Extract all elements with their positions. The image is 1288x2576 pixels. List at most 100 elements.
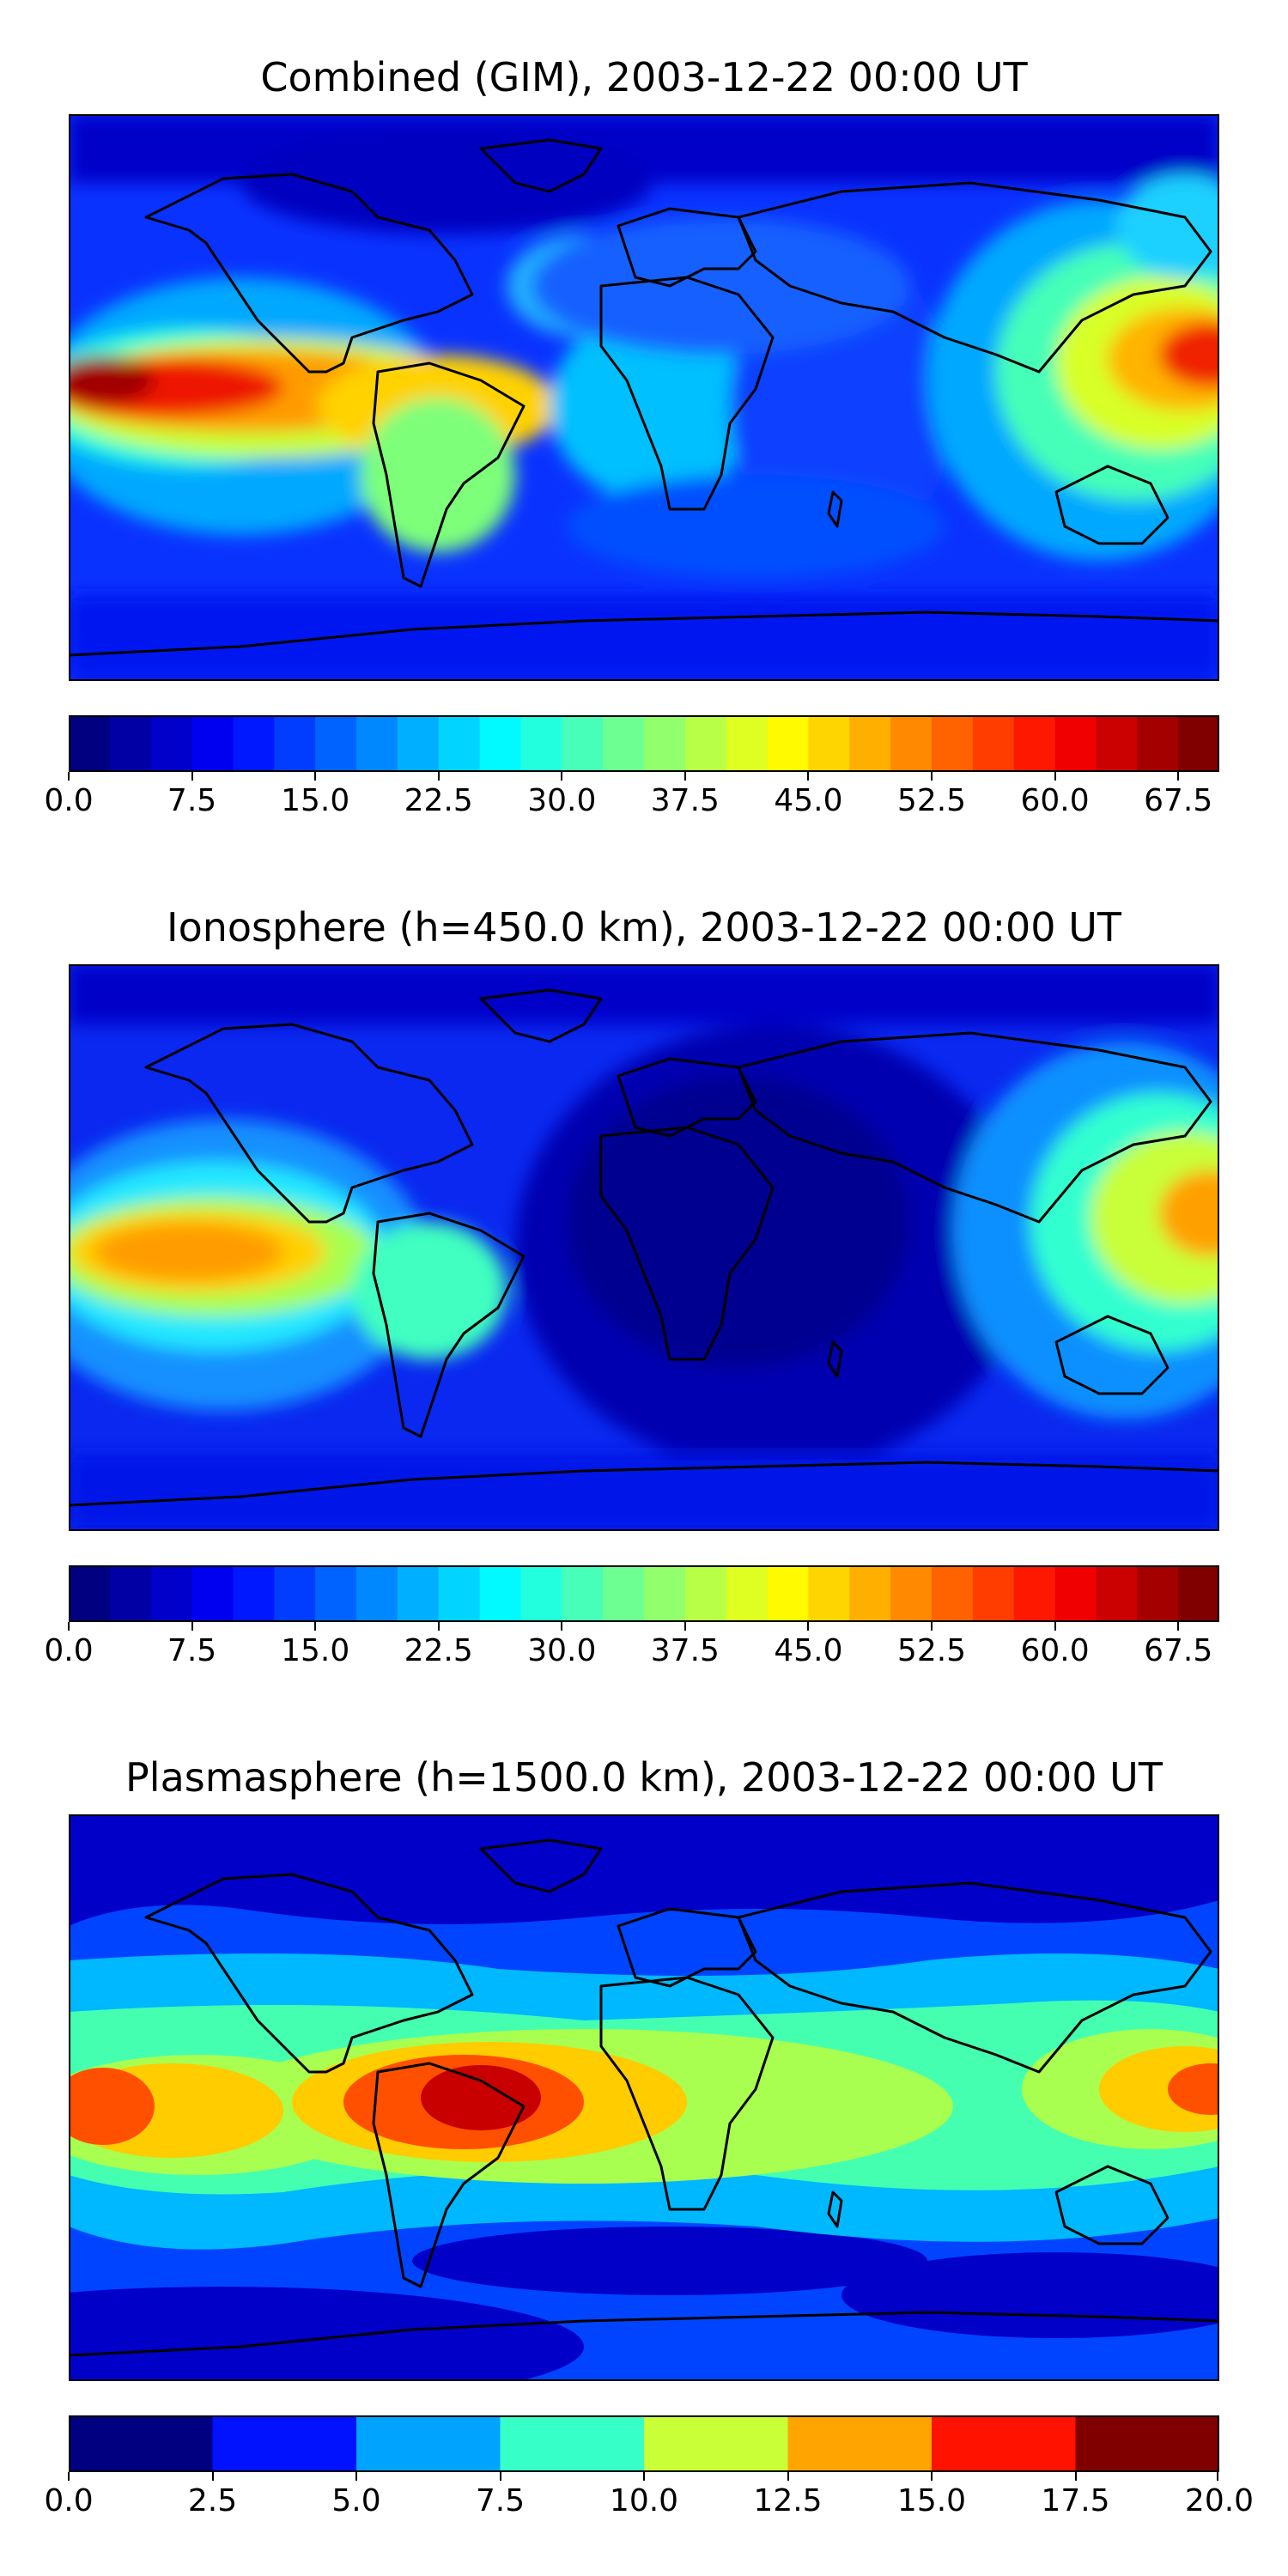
colorbar-swatch: [500, 2415, 645, 2472]
colorbar-swatch: [150, 1565, 193, 1622]
colorbar-tick-label: 15.0: [896, 2483, 967, 2518]
colorbar-swatch: [397, 715, 440, 772]
colorbar-swatch: [890, 715, 933, 772]
colorbar-tick-mark: [191, 1622, 193, 1631]
colorbar-swatch: [849, 1565, 891, 1622]
colorbar-swatch: [191, 1565, 234, 1622]
colorbar-swatch: [890, 1565, 933, 1622]
colorbar-tick-mark: [355, 2472, 357, 2481]
colorbar-tick-label: 45.0: [774, 783, 843, 818]
colorbar-tick-label: 45.0: [774, 1633, 843, 1668]
colorbar-swatch: [767, 1565, 810, 1622]
colorbar-swatch: [684, 715, 727, 772]
colorbar-tick-mark: [931, 1622, 933, 1631]
colorbar-swatches: [69, 2415, 1219, 2472]
coastlines: [69, 138, 1219, 657]
colorbar-swatch: [1137, 715, 1179, 772]
colorbar-tick-mark: [787, 2472, 789, 2481]
colorbar-swatch: [808, 1565, 850, 1622]
colorbar-tick-label: 7.5: [167, 1633, 217, 1668]
colorbar-tick-label: 17.5: [1041, 2483, 1110, 2518]
colorbar-tick-mark: [807, 772, 810, 781]
map-plot-plasmasphere: [69, 1814, 1219, 2381]
colorbar-swatch: [356, 1565, 398, 1622]
colorbar-swatch: [1178, 715, 1219, 772]
colorbar-ticks-ionosphere: 0.0 7.5 15.0 22.5 30.0 37.5 45.0 52.5 60.0 67.5: [44, 1622, 1219, 1682]
chart-title: Combined (GIM), 2003-12-22 00:00 UT: [260, 54, 1028, 100]
colorbar-swatch: [726, 715, 769, 772]
colorbar-swatch: [932, 2415, 1077, 2472]
colorbar-swatch: [397, 1565, 440, 1622]
colorbar-swatch: [356, 715, 398, 772]
colorbar-tick-label: 60.0: [1020, 783, 1090, 818]
colorbar-tick-mark: [437, 772, 440, 781]
colorbar-swatch: [438, 1565, 481, 1622]
colorbar-tick-mark: [68, 1622, 70, 1631]
colorbar-tick-label: 7.5: [475, 2483, 526, 2518]
colorbar-swatch: [479, 1565, 522, 1622]
colorbar-tick-mark: [561, 1622, 563, 1631]
colorbar-swatch: [520, 715, 562, 772]
colorbar-swatch: [315, 715, 357, 772]
plot-frame: [69, 964, 1219, 1531]
colorbar-tick-mark: [931, 2472, 933, 2481]
colorbar-tick-label: 30.0: [527, 1633, 597, 1668]
colorbar-tick-mark: [807, 1622, 810, 1631]
map-combined: [69, 114, 1219, 681]
colorbar-swatch: [849, 715, 891, 772]
colorbar-tick-label: 10.0: [609, 2483, 679, 2518]
coastlines: [69, 988, 1219, 1507]
chart-title: Plasmasphere (h=1500.0 km), 2003-12-22 0…: [125, 1754, 1163, 1801]
colorbar-tick-label: 5.0: [331, 2483, 381, 2518]
colorbar-tick-mark: [437, 1622, 440, 1631]
colorbar-swatch: [767, 715, 810, 772]
colorbar-tick-label: 12.5: [753, 2483, 823, 2518]
colorbar-tick-label: 15.0: [281, 1633, 350, 1668]
colorbar-swatches: [69, 1565, 1219, 1622]
colorbar-swatch: [787, 2415, 933, 2472]
colorbar-tick-label: 67.5: [1144, 783, 1213, 818]
colorbar-tick-mark: [314, 772, 317, 781]
colorbar-tick-label: 60.0: [1020, 1633, 1090, 1668]
colorbar-swatch: [274, 715, 316, 772]
colorbar-swatch: [150, 715, 193, 772]
colorbar-swatch: [438, 715, 481, 772]
map-plot-ionosphere: [69, 964, 1219, 1531]
colorbar-tick-mark: [68, 2472, 70, 2481]
map-plot-combined: [69, 114, 1219, 681]
colorbar-frame: [69, 1565, 1219, 1622]
coastlines: [69, 1838, 1219, 2357]
colorbar-swatch: [1075, 2415, 1219, 2472]
colorbar-swatch: [109, 1565, 152, 1622]
colorbar-swatch: [1096, 1565, 1138, 1622]
colorbar-swatch: [315, 1565, 357, 1622]
colorbar-tick-mark: [68, 772, 70, 781]
colorbar-swatch: [233, 715, 275, 772]
colorbar-tick-mark: [1177, 1622, 1180, 1631]
colorbar-tick-label: 52.5: [896, 1633, 967, 1668]
colorbar-tick-mark: [1217, 2472, 1218, 2481]
colorbar-tick-mark: [1054, 1622, 1056, 1631]
colorbar-combined: [69, 715, 1219, 772]
chart-title: Ionosphere (h=450.0 km), 2003-12-22 00:0…: [167, 904, 1121, 951]
colorbar-swatch: [932, 1565, 974, 1622]
colorbar-swatch: [69, 715, 111, 772]
colorbar-swatch: [69, 2415, 214, 2472]
colorbar-tick-label: 7.5: [167, 783, 217, 818]
colorbar-tick-mark: [683, 1622, 686, 1631]
colorbar-swatch: [212, 2415, 357, 2472]
colorbar-frame: [69, 715, 1219, 772]
colorbar-tick-label: 22.5: [404, 783, 473, 818]
colorbar-tick-label: 67.5: [1144, 1633, 1213, 1668]
colorbar-swatch: [562, 715, 604, 772]
colorbar-tick-label: 37.5: [650, 783, 720, 818]
colorbar-tick-label: 15.0: [281, 783, 350, 818]
colorbar-tick-mark: [211, 2472, 214, 2481]
colorbar-swatch: [1137, 1565, 1179, 1622]
colorbar-tick-label: 20.0: [1184, 2483, 1255, 2518]
colorbar-tick-label: 0.0: [44, 2483, 94, 2518]
colorbar-swatch: [1178, 1565, 1219, 1622]
colorbar-ticks-combined: 0.0 7.5 15.0 22.5 30.0 37.5 45.0 52.5 60.0 67.5: [44, 772, 1219, 832]
colorbar-tick-label: 37.5: [650, 1633, 720, 1668]
colorbar-swatches: [69, 715, 1219, 772]
